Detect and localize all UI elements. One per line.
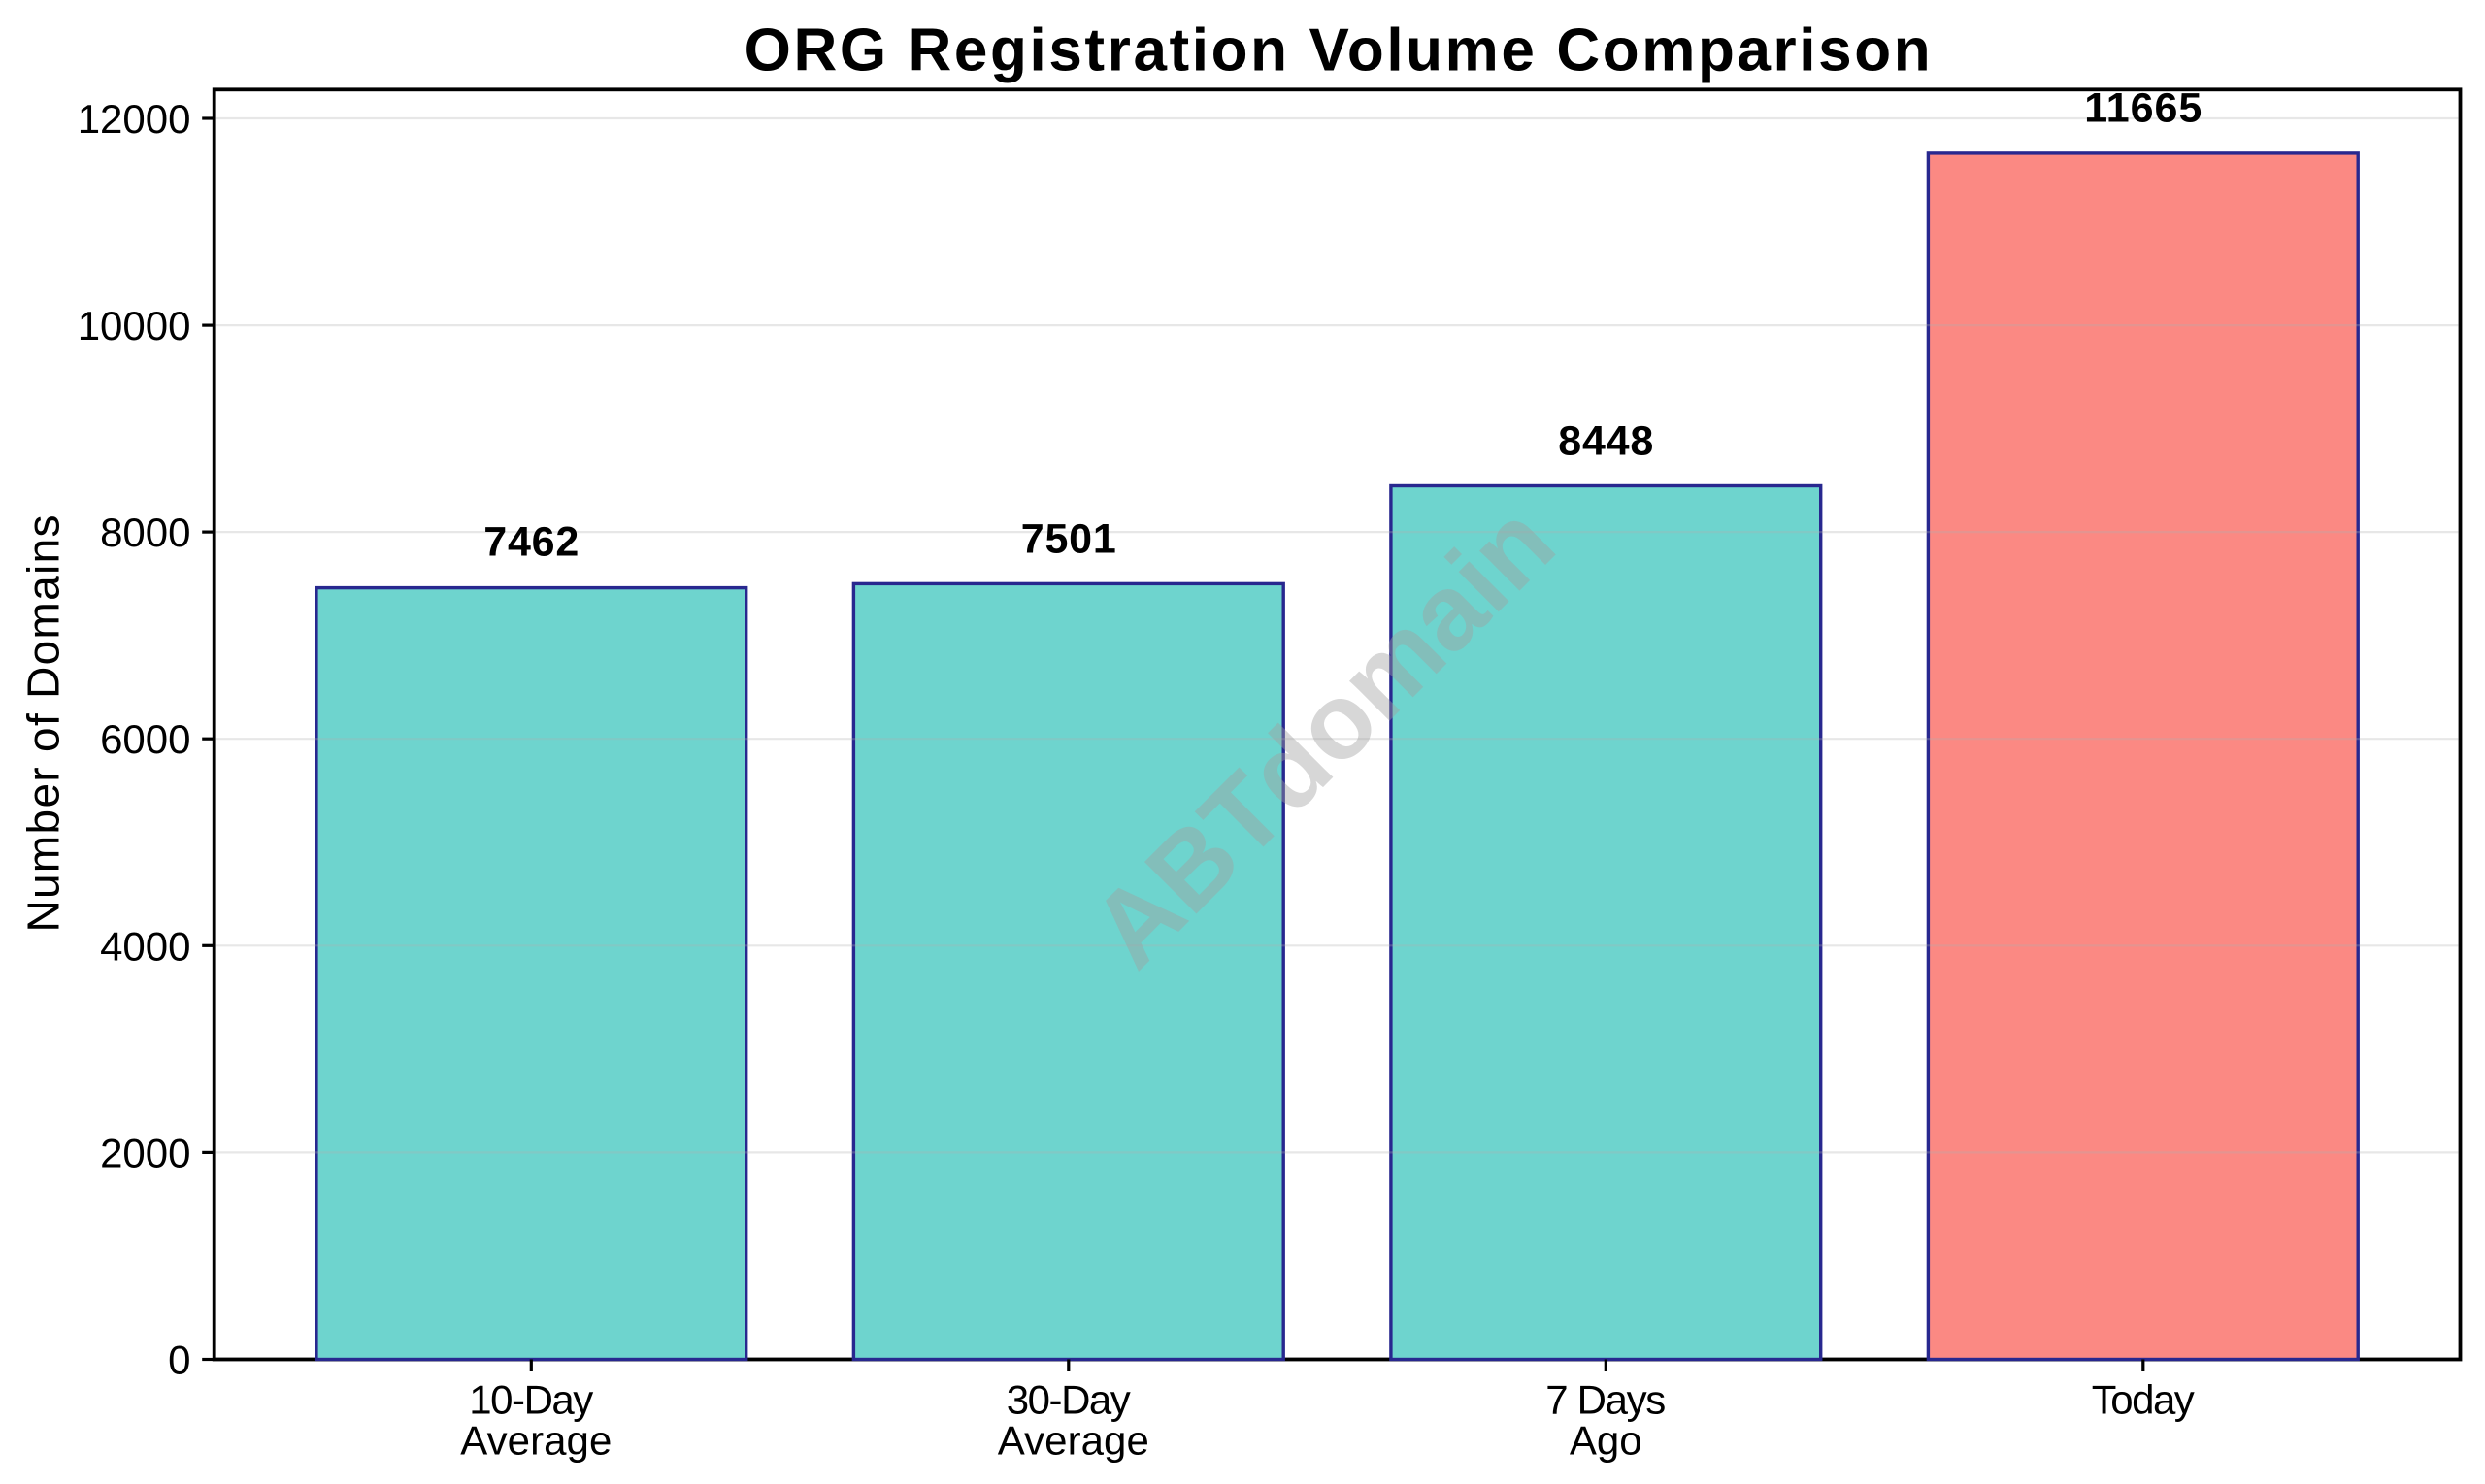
svg-text:Average: Average [460, 1418, 612, 1464]
svg-text:30-Day: 30-Day [1007, 1376, 1131, 1422]
svg-text:4000: 4000 [100, 923, 190, 969]
svg-text:Average: Average [998, 1418, 1149, 1464]
svg-text:10000: 10000 [78, 303, 191, 348]
svg-text:Number of Domains: Number of Domains [17, 515, 68, 933]
svg-text:10-Day: 10-Day [469, 1376, 593, 1422]
svg-text:ORG Registration Volume Compar: ORG Registration Volume Comparison [745, 17, 1931, 84]
svg-text:Ago: Ago [1570, 1418, 1642, 1464]
svg-text:7 Days: 7 Days [1545, 1376, 1666, 1422]
svg-text:0: 0 [168, 1336, 190, 1382]
svg-text:7501: 7501 [1021, 515, 1116, 562]
svg-text:11665: 11665 [2084, 85, 2202, 132]
svg-text:12000: 12000 [78, 96, 191, 142]
svg-text:8000: 8000 [100, 510, 190, 555]
svg-text:8448: 8448 [1558, 418, 1653, 465]
svg-text:7462: 7462 [483, 519, 579, 566]
svg-text:2000: 2000 [100, 1130, 190, 1175]
svg-text:6000: 6000 [100, 716, 190, 762]
svg-text:Today: Today [2092, 1376, 2195, 1422]
